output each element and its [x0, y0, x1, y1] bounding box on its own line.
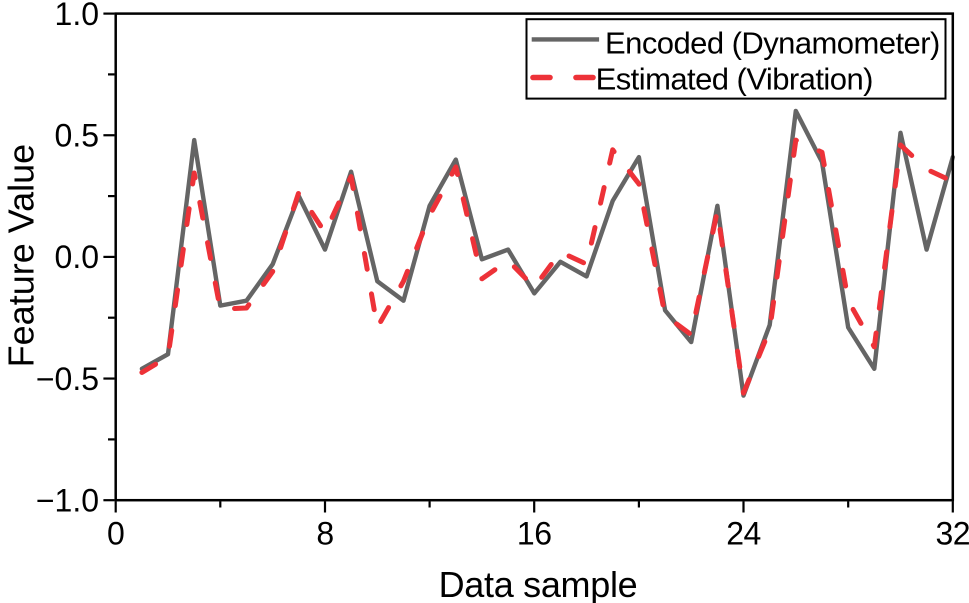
svg-text:Feature Value: Feature Value	[1, 144, 42, 367]
svg-text:32: 32	[936, 515, 969, 551]
svg-text:0.0: 0.0	[55, 239, 99, 275]
svg-text:−1.0: −1.0	[36, 483, 99, 519]
svg-text:0: 0	[107, 515, 124, 551]
svg-text:Estimated (Vibration): Estimated (Vibration)	[596, 61, 873, 96]
svg-text:Data sample: Data sample	[439, 564, 638, 603]
svg-text:16: 16	[517, 515, 552, 551]
svg-text:1.0: 1.0	[55, 0, 99, 32]
svg-text:−0.5: −0.5	[36, 361, 99, 397]
svg-text:0.5: 0.5	[55, 118, 99, 154]
svg-text:Encoded (Dynamometer): Encoded (Dynamometer)	[605, 25, 940, 60]
svg-text:8: 8	[316, 515, 333, 551]
svg-text:24: 24	[726, 515, 761, 551]
